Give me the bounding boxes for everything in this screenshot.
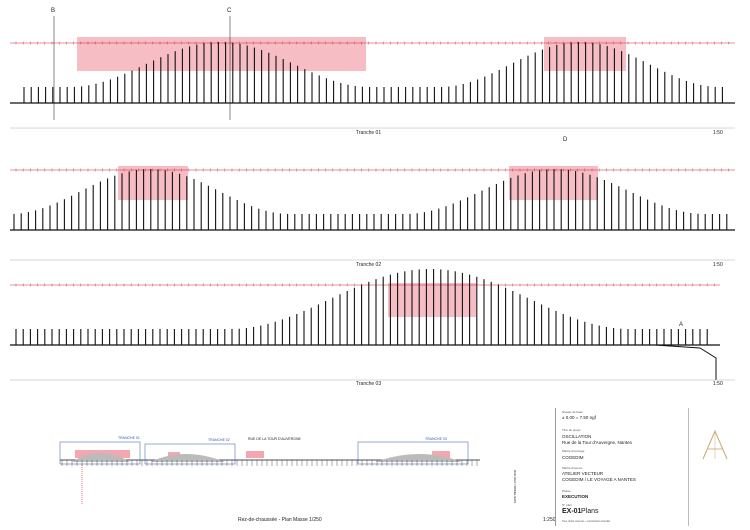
site-plan-scale: 1:250 [543,517,556,523]
tranche-01-scale: 1:50 [713,130,723,136]
tb-architect-small: Maître d'œuvre [562,466,583,470]
site-vertical-street: RUE DES TONNELIERS [513,470,517,504]
site-highlight-2 [246,451,264,458]
site-tranche-01-outline [59,441,141,465]
tb-project: OSCILLATION [562,434,592,439]
site-label-street: RUE DE LA TOUR D'AUVERGNE [248,437,301,441]
tb-architect: ATELIER VECTEUR [562,471,604,476]
site-label-tranche-03: TRANCHE 03 [425,437,447,441]
section-marker-d: D [563,137,568,143]
tb-address: Rue de la Tour d'Auvergne, Nantes [562,440,632,445]
tb-client: COGEDIM [562,455,584,460]
site-label-tranche-02: TRANCHE 02 [208,438,230,442]
tb-drawing-no-small: N° plan [562,503,572,507]
section-marker-a: A [679,322,684,328]
tb-phase-small: Phase [562,489,571,493]
tranche-02-scale: 1:50 [713,262,723,268]
tb-phase: EXECUTION [562,494,589,499]
tb-architect-2: COGEDIM / LE VOYAGE A NANTES [562,477,636,482]
tb-drawing-title: Plans [581,508,599,515]
site-hump-1 [72,453,130,462]
tranche-02-caption: Tranche 02 [356,262,382,268]
tb-drawing-no: EX-01 [562,508,582,515]
site-plan-caption: Rez-de-chaussée - Plan Masse 1/250 [238,517,322,523]
site-label-tranche-01: TRANCHE 01 [118,436,140,440]
tranche-01-caption: Tranche 01 [356,130,382,136]
title-block-divider-2 [688,408,689,526]
section-marker-c: C [227,8,232,14]
tranche-03-caption: Tranche 03 [356,381,382,387]
tb-footnote: Tous droits réservés - reproduction inte… [562,520,611,523]
site-hump-3 [375,454,462,462]
site-hump-2 [150,454,225,462]
site-tranche-02-outline [144,443,236,465]
section-marker-b: B [51,8,56,14]
tranche-03-ramp [654,344,717,380]
tb-level-small: Niveau de base [562,410,583,414]
tranche-01-highlight-0 [77,37,366,71]
tb-project-small: Titre du projet [562,428,581,432]
site-highlight-3 [432,451,450,458]
tb-level: ± 0.00 = 7.50 ngf [562,415,596,420]
architect-logo-icon [702,429,728,460]
title-block-divider [555,408,556,526]
tranche-03-scale: 1:50 [713,381,723,387]
tranche-03-highlight-0 [388,283,476,317]
tb-client-small: Maître d'ouvrage [562,449,585,453]
site-tranche-03-outline [357,441,469,465]
